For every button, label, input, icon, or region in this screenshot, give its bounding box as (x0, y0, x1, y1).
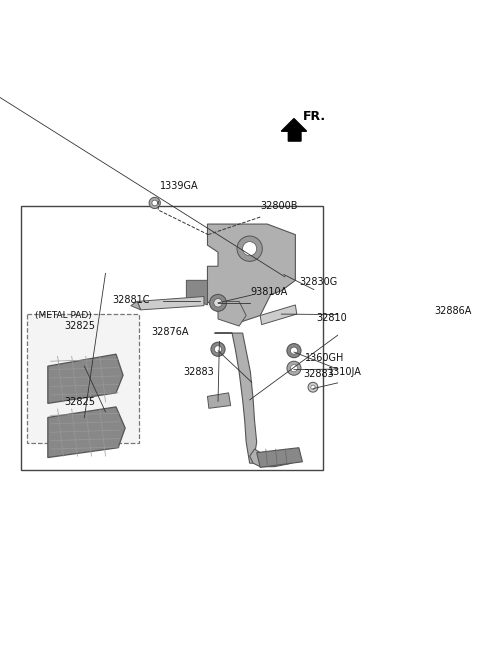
Text: 1360GH: 1360GH (305, 353, 345, 363)
Polygon shape (215, 333, 257, 463)
Circle shape (211, 342, 225, 356)
Text: 32881C: 32881C (112, 295, 150, 305)
Text: 32825: 32825 (64, 321, 95, 331)
Bar (27, 314, 139, 443)
Circle shape (152, 200, 157, 206)
Circle shape (290, 365, 298, 372)
Text: 32825: 32825 (64, 397, 95, 407)
Text: 32886A: 32886A (434, 306, 472, 315)
Circle shape (287, 361, 301, 375)
Polygon shape (48, 354, 123, 403)
Text: 32876A: 32876A (151, 327, 189, 336)
Circle shape (242, 242, 257, 256)
Circle shape (237, 236, 262, 261)
Circle shape (149, 197, 160, 208)
Bar (21, 206, 324, 470)
Text: 32883: 32883 (304, 369, 335, 379)
Text: 32883: 32883 (183, 367, 214, 376)
Polygon shape (131, 302, 141, 310)
Circle shape (214, 299, 222, 307)
Circle shape (287, 344, 301, 357)
Text: 32830G: 32830G (299, 277, 337, 287)
Polygon shape (207, 393, 231, 408)
Polygon shape (250, 449, 295, 466)
Circle shape (290, 347, 298, 354)
Polygon shape (257, 447, 302, 467)
Text: FR.: FR. (302, 110, 325, 123)
Polygon shape (281, 118, 307, 141)
Circle shape (308, 382, 318, 392)
Circle shape (311, 385, 315, 390)
Polygon shape (48, 407, 125, 457)
Text: 1339GA: 1339GA (160, 181, 199, 191)
Text: (METAL PAD): (METAL PAD) (35, 311, 92, 320)
Text: 93810A: 93810A (251, 287, 288, 297)
Text: 1310JA: 1310JA (328, 367, 361, 376)
Text: 32810: 32810 (316, 313, 347, 323)
Text: 32800B: 32800B (260, 202, 298, 212)
Polygon shape (207, 224, 295, 323)
Polygon shape (137, 296, 204, 310)
Circle shape (215, 346, 222, 353)
Polygon shape (186, 281, 207, 305)
Circle shape (210, 294, 227, 311)
Polygon shape (218, 302, 246, 326)
Polygon shape (260, 305, 297, 325)
